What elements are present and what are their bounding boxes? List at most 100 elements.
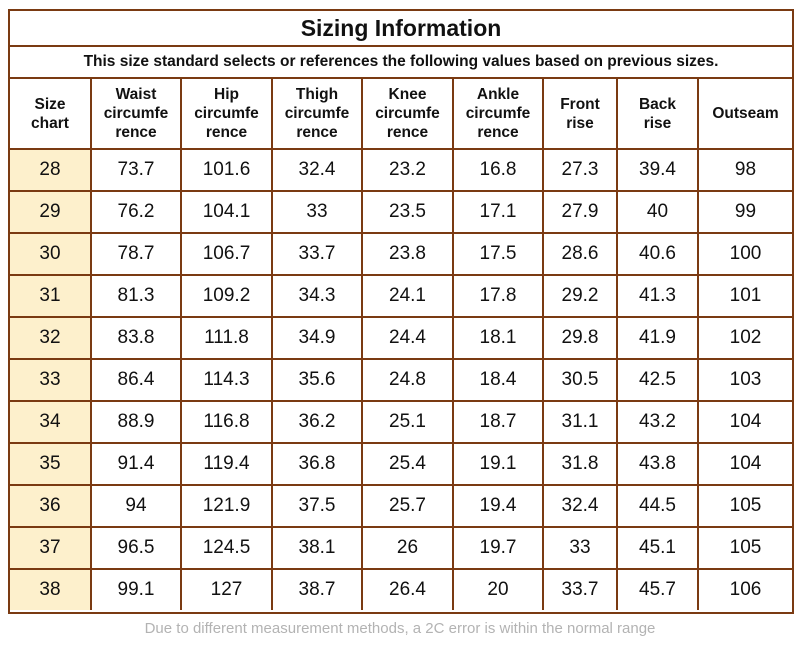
column-header-line: circumfe xyxy=(375,105,440,122)
measurement-cell: 45.1 xyxy=(616,526,699,570)
measurement-cell: 96.5 xyxy=(90,526,182,570)
table-row: 32 83.8 111.8 34.9 24.4 18.1 29.8 41.9 102 xyxy=(10,316,792,360)
measurement-cell: 23.5 xyxy=(361,190,454,234)
measurement-cell: 124.5 xyxy=(180,526,273,570)
measurement-cell: 23.8 xyxy=(361,232,454,276)
column-header-line: rence xyxy=(386,124,429,141)
size-cell: 35 xyxy=(10,442,92,486)
measurement-cell: 17.5 xyxy=(452,232,544,276)
measurement-cell: 17.1 xyxy=(452,190,544,234)
measurement-cell: 91.4 xyxy=(90,442,182,486)
measurement-cell: 41.9 xyxy=(616,316,699,360)
measurement-cell: 45.7 xyxy=(616,568,699,610)
measurement-cell: 104.1 xyxy=(180,190,273,234)
column-header-hip: Hip circumfe rence xyxy=(180,79,273,150)
measurement-cell: 34.9 xyxy=(271,316,363,360)
column-header-line: circumfe xyxy=(194,105,259,122)
measurement-cell: 29.2 xyxy=(542,274,618,318)
measurement-cell: 104 xyxy=(697,400,792,444)
measurement-cell: 19.7 xyxy=(452,526,544,570)
measurement-cell: 101 xyxy=(697,274,792,318)
measurement-cell: 105 xyxy=(697,526,792,570)
column-header-line: Back xyxy=(638,95,677,113)
column-header-line: Outseam xyxy=(712,105,779,122)
column-header-line: Size xyxy=(34,95,66,113)
measurement-cell: 116.8 xyxy=(180,400,273,444)
table-row: 33 86.4 114.3 35.6 24.8 18.4 30.5 42.5 103 xyxy=(10,358,792,402)
measurement-cell: 29.8 xyxy=(542,316,618,360)
measurement-cell: 20 xyxy=(452,568,544,610)
size-cell: 30 xyxy=(10,232,92,276)
measurement-cell: 36.2 xyxy=(271,400,363,444)
table-row: 31 81.3 109.2 34.3 24.1 17.8 29.2 41.3 101 xyxy=(10,274,792,318)
measurement-cell: 40 xyxy=(616,190,699,234)
column-header-line: Knee xyxy=(388,86,427,103)
measurement-cell: 38.1 xyxy=(271,526,363,570)
measurement-cell: 105 xyxy=(697,484,792,528)
measurement-cell: 86.4 xyxy=(90,358,182,402)
measurement-cell: 119.4 xyxy=(180,442,273,486)
size-cell: 38 xyxy=(10,568,92,610)
size-cell: 33 xyxy=(10,358,92,402)
table-row: 36 94 121.9 37.5 25.7 19.4 32.4 44.5 105 xyxy=(10,484,792,528)
measurement-cell: 25.7 xyxy=(361,484,454,528)
table-row: 37 96.5 124.5 38.1 26 19.7 33 45.1 105 xyxy=(10,526,792,570)
measurement-cell: 17.8 xyxy=(452,274,544,318)
measurement-cell: 33.7 xyxy=(542,568,618,610)
column-header-line: circumfe xyxy=(465,105,531,122)
measurement-cell: 27.3 xyxy=(542,148,618,192)
column-header-line: rise xyxy=(566,114,594,132)
measurement-cell: 121.9 xyxy=(180,484,273,528)
measurement-cell: 114.3 xyxy=(180,358,273,402)
measurement-cell: 31.1 xyxy=(542,400,618,444)
measurement-cell: 127 xyxy=(180,568,273,610)
measurement-cell: 88.9 xyxy=(90,400,182,444)
measurement-cell: 99.1 xyxy=(90,568,182,610)
column-header-line: circumfe xyxy=(103,105,169,122)
measurement-cell: 33 xyxy=(271,190,363,234)
measurement-cell: 32.4 xyxy=(271,148,363,192)
measurement-cell: 39.4 xyxy=(616,148,699,192)
measurement-cell: 100 xyxy=(697,232,792,276)
table-row: 29 76.2 104.1 33 23.5 17.1 27.9 40 99 xyxy=(10,190,792,234)
measurement-cell: 24.8 xyxy=(361,358,454,402)
measurement-cell: 18.4 xyxy=(452,358,544,402)
measurement-cell: 31.8 xyxy=(542,442,618,486)
size-cell: 37 xyxy=(10,526,92,570)
sheet-title: Sizing Information xyxy=(10,11,792,47)
measurement-cell: 83.8 xyxy=(90,316,182,360)
table-row: 34 88.9 116.8 36.2 25.1 18.7 31.1 43.2 104 xyxy=(10,400,792,444)
table-row: 35 91.4 119.4 36.8 25.4 19.1 31.8 43.8 104 xyxy=(10,442,792,486)
table-header-row: Size chart Waist circumfe rence Hip circumfe re… xyxy=(10,79,792,150)
table-body: 28 73.7 101.6 32.4 23.2 16.8 27.3 39.4 98 29 76.2 1… xyxy=(10,148,792,610)
measurement-cell: 41.3 xyxy=(616,274,699,318)
measurement-cell: 25.4 xyxy=(361,442,454,486)
measurement-cell: 26.4 xyxy=(361,568,454,610)
measurement-cell: 33 xyxy=(542,526,618,570)
column-header-knee: Knee circumfe rence xyxy=(361,79,454,150)
measurement-cell: 78.7 xyxy=(90,232,182,276)
measurement-cell: 98 xyxy=(697,148,792,192)
column-header-line: Waist xyxy=(115,86,157,103)
measurement-cell: 44.5 xyxy=(616,484,699,528)
column-header-line: Front xyxy=(560,95,600,113)
column-header-line: rence xyxy=(477,124,519,141)
measurement-cell: 26 xyxy=(361,526,454,570)
measurement-cell: 24.1 xyxy=(361,274,454,318)
column-header-line: Hip xyxy=(214,86,239,103)
column-header-front-rise: Front rise xyxy=(542,79,618,150)
measurement-cell: 32.4 xyxy=(542,484,618,528)
measurement-cell: 19.1 xyxy=(452,442,544,486)
measurement-cell: 30.5 xyxy=(542,358,618,402)
measurement-cell: 94 xyxy=(90,484,182,528)
measurement-cell: 36.8 xyxy=(271,442,363,486)
column-header-size: Size chart xyxy=(10,79,92,150)
size-cell: 29 xyxy=(10,190,92,234)
measurement-cell: 101.6 xyxy=(180,148,273,192)
column-header-line: rence xyxy=(115,124,157,141)
size-cell: 28 xyxy=(10,148,92,192)
column-header-back-rise: Back rise xyxy=(616,79,699,150)
measurement-cell: 27.9 xyxy=(542,190,618,234)
measurement-cell: 43.2 xyxy=(616,400,699,444)
measurement-cell: 38.7 xyxy=(271,568,363,610)
